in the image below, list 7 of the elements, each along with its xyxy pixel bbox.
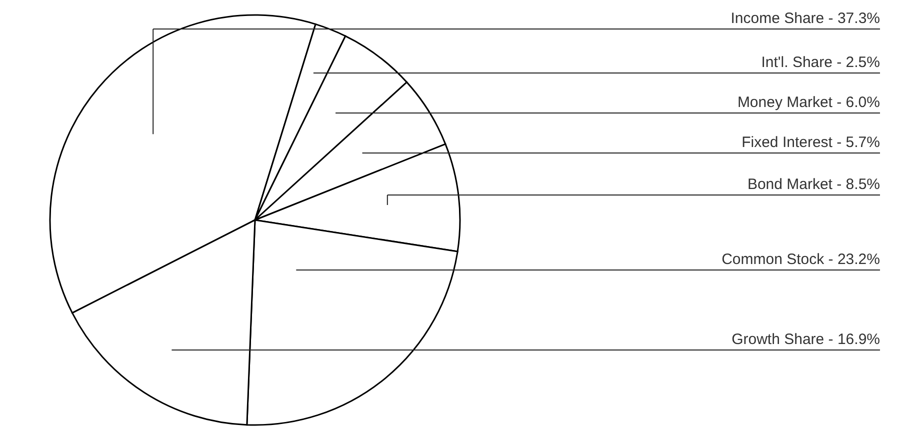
- slice-label: Income Share - 37.3%: [730, 10, 880, 27]
- slice-label: Bond Market - 8.5%: [747, 176, 880, 193]
- slice-label: Common Stock - 23.2%: [722, 251, 880, 268]
- slice-label: Fixed Interest - 5.7%: [742, 134, 880, 151]
- slice-label: Int'l. Share - 2.5%: [761, 54, 880, 71]
- slice-label: Growth Share - 16.9%: [732, 331, 880, 348]
- slice-label: Money Market - 6.0%: [737, 94, 880, 111]
